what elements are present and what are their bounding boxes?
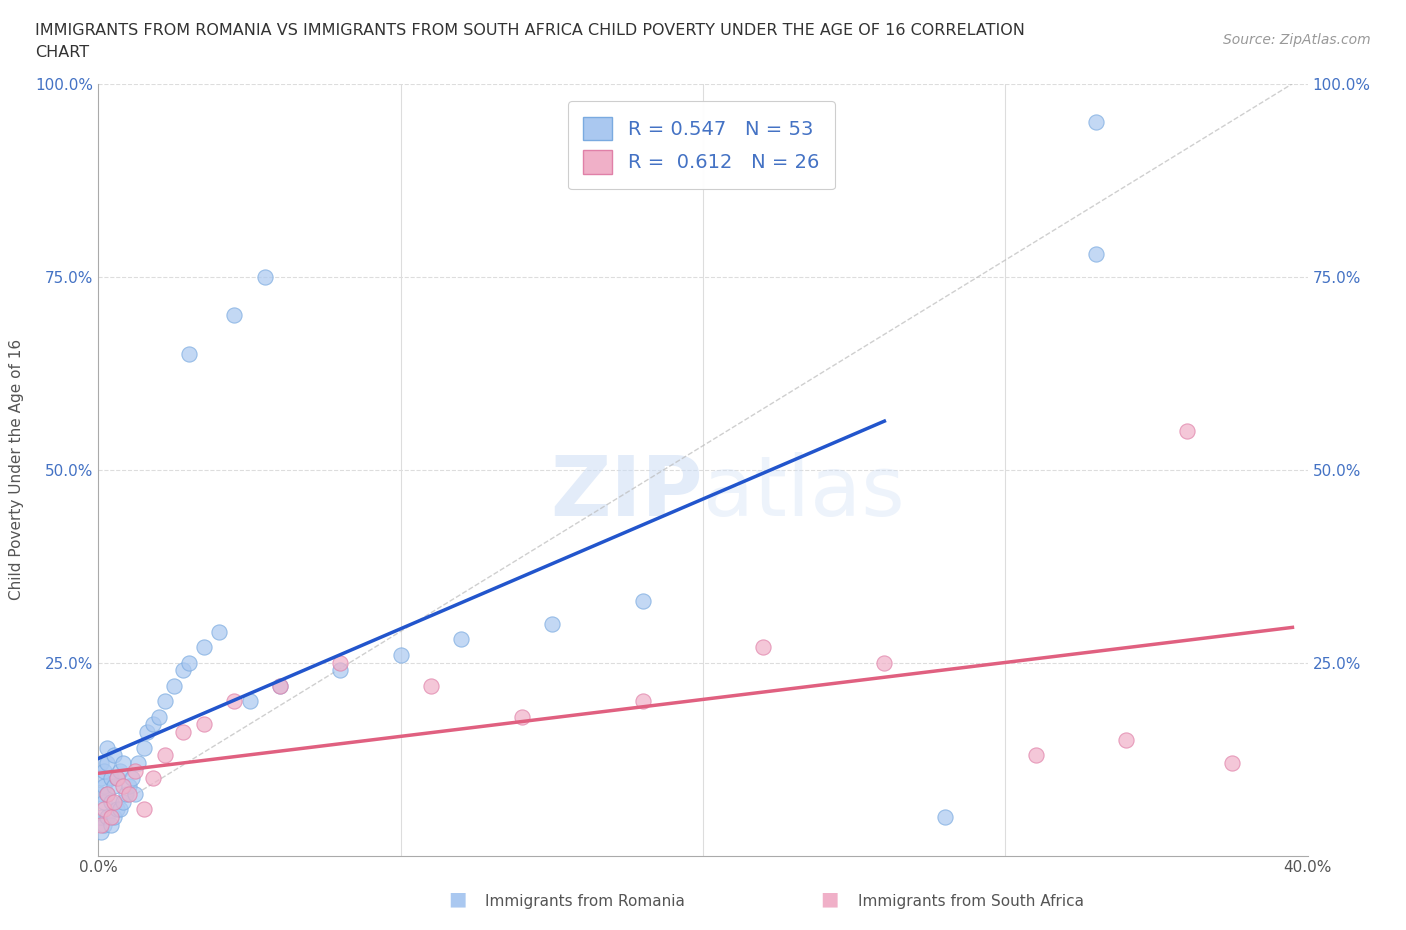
Point — [121, 771, 143, 786]
Point — [93, 817, 115, 832]
Point — [105, 802, 128, 817]
Point — [124, 787, 146, 802]
Point — [100, 794, 122, 809]
Legend: R = 0.547   N = 53, R =  0.612   N = 26: R = 0.547 N = 53, R = 0.612 N = 26 — [568, 101, 835, 190]
Point — [118, 787, 141, 802]
Point — [1085, 115, 1108, 130]
Text: IMMIGRANTS FROM ROMANIA VS IMMIGRANTS FROM SOUTH AFRICA CHILD POVERTY UNDER THE : IMMIGRANTS FROM ROMANIA VS IMMIGRANTS FR… — [35, 23, 1025, 38]
Point — [90, 825, 112, 840]
Point — [1085, 246, 1108, 261]
Point — [269, 678, 291, 693]
Point — [1175, 424, 1198, 439]
Point — [103, 748, 125, 763]
Point — [1115, 733, 1137, 748]
Point — [193, 640, 215, 655]
Point — [510, 710, 533, 724]
Text: CHART: CHART — [35, 45, 89, 60]
Point — [253, 270, 276, 285]
Point — [90, 787, 112, 802]
Point — [142, 771, 165, 786]
Point — [103, 794, 125, 809]
Point — [103, 778, 125, 793]
Point — [148, 710, 170, 724]
Point — [105, 771, 128, 786]
Point — [100, 817, 122, 832]
Point — [172, 724, 194, 739]
Text: Immigrants from South Africa: Immigrants from South Africa — [858, 894, 1084, 909]
Point — [269, 678, 291, 693]
Point — [389, 647, 412, 662]
Point — [1220, 755, 1243, 770]
Point — [208, 624, 231, 639]
Point — [111, 755, 134, 770]
Point — [540, 617, 562, 631]
Y-axis label: Child Poverty Under the Age of 16: Child Poverty Under the Age of 16 — [10, 339, 24, 600]
Point — [96, 740, 118, 755]
Point — [118, 778, 141, 793]
Point — [127, 755, 149, 770]
Point — [96, 755, 118, 770]
Point — [114, 787, 136, 802]
Point — [172, 663, 194, 678]
Point — [100, 771, 122, 786]
Text: Source: ZipAtlas.com: Source: ZipAtlas.com — [1223, 33, 1371, 46]
Point — [873, 656, 896, 671]
Point — [90, 809, 112, 825]
Point — [752, 640, 775, 655]
Point — [631, 593, 654, 608]
Text: Immigrants from Romania: Immigrants from Romania — [485, 894, 685, 909]
Text: atlas: atlas — [703, 452, 904, 533]
Point — [96, 787, 118, 802]
Point — [108, 802, 131, 817]
Point — [132, 802, 155, 817]
Point — [153, 748, 176, 763]
Point — [224, 308, 246, 323]
Point — [111, 794, 134, 809]
Point — [179, 347, 201, 362]
Point — [108, 764, 131, 778]
Text: ■: ■ — [447, 890, 467, 909]
Text: ■: ■ — [820, 890, 839, 909]
Point — [93, 794, 115, 809]
Point — [96, 787, 118, 802]
Point — [224, 694, 246, 709]
Point — [193, 717, 215, 732]
Point — [90, 771, 112, 786]
Point — [103, 809, 125, 825]
Point — [631, 694, 654, 709]
Text: ZIP: ZIP — [551, 452, 703, 533]
Point — [329, 663, 352, 678]
Point — [111, 778, 134, 793]
Point — [179, 656, 201, 671]
Point — [124, 764, 146, 778]
Point — [132, 740, 155, 755]
Point — [90, 817, 112, 832]
Point — [239, 694, 262, 709]
Point — [90, 755, 112, 770]
Point — [934, 809, 956, 825]
Point — [329, 656, 352, 671]
Point — [93, 764, 115, 778]
Point — [135, 724, 157, 739]
Point — [96, 809, 118, 825]
Point — [420, 678, 443, 693]
Point — [1024, 748, 1046, 763]
Point — [100, 809, 122, 825]
Point — [93, 802, 115, 817]
Point — [142, 717, 165, 732]
Point — [105, 771, 128, 786]
Point — [450, 632, 472, 647]
Point — [163, 678, 186, 693]
Point — [93, 778, 115, 793]
Point — [153, 694, 176, 709]
